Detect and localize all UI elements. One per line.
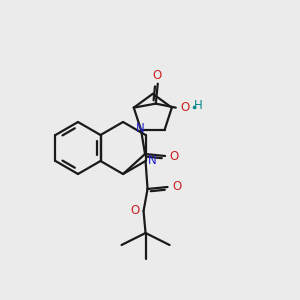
Text: N: N [136,122,144,136]
Text: N: N [148,154,157,167]
Text: O: O [169,149,179,163]
Text: O: O [172,181,181,194]
Text: O: O [152,69,161,82]
Text: O: O [130,205,139,218]
Text: O: O [180,101,189,114]
Text: H: H [194,99,202,112]
